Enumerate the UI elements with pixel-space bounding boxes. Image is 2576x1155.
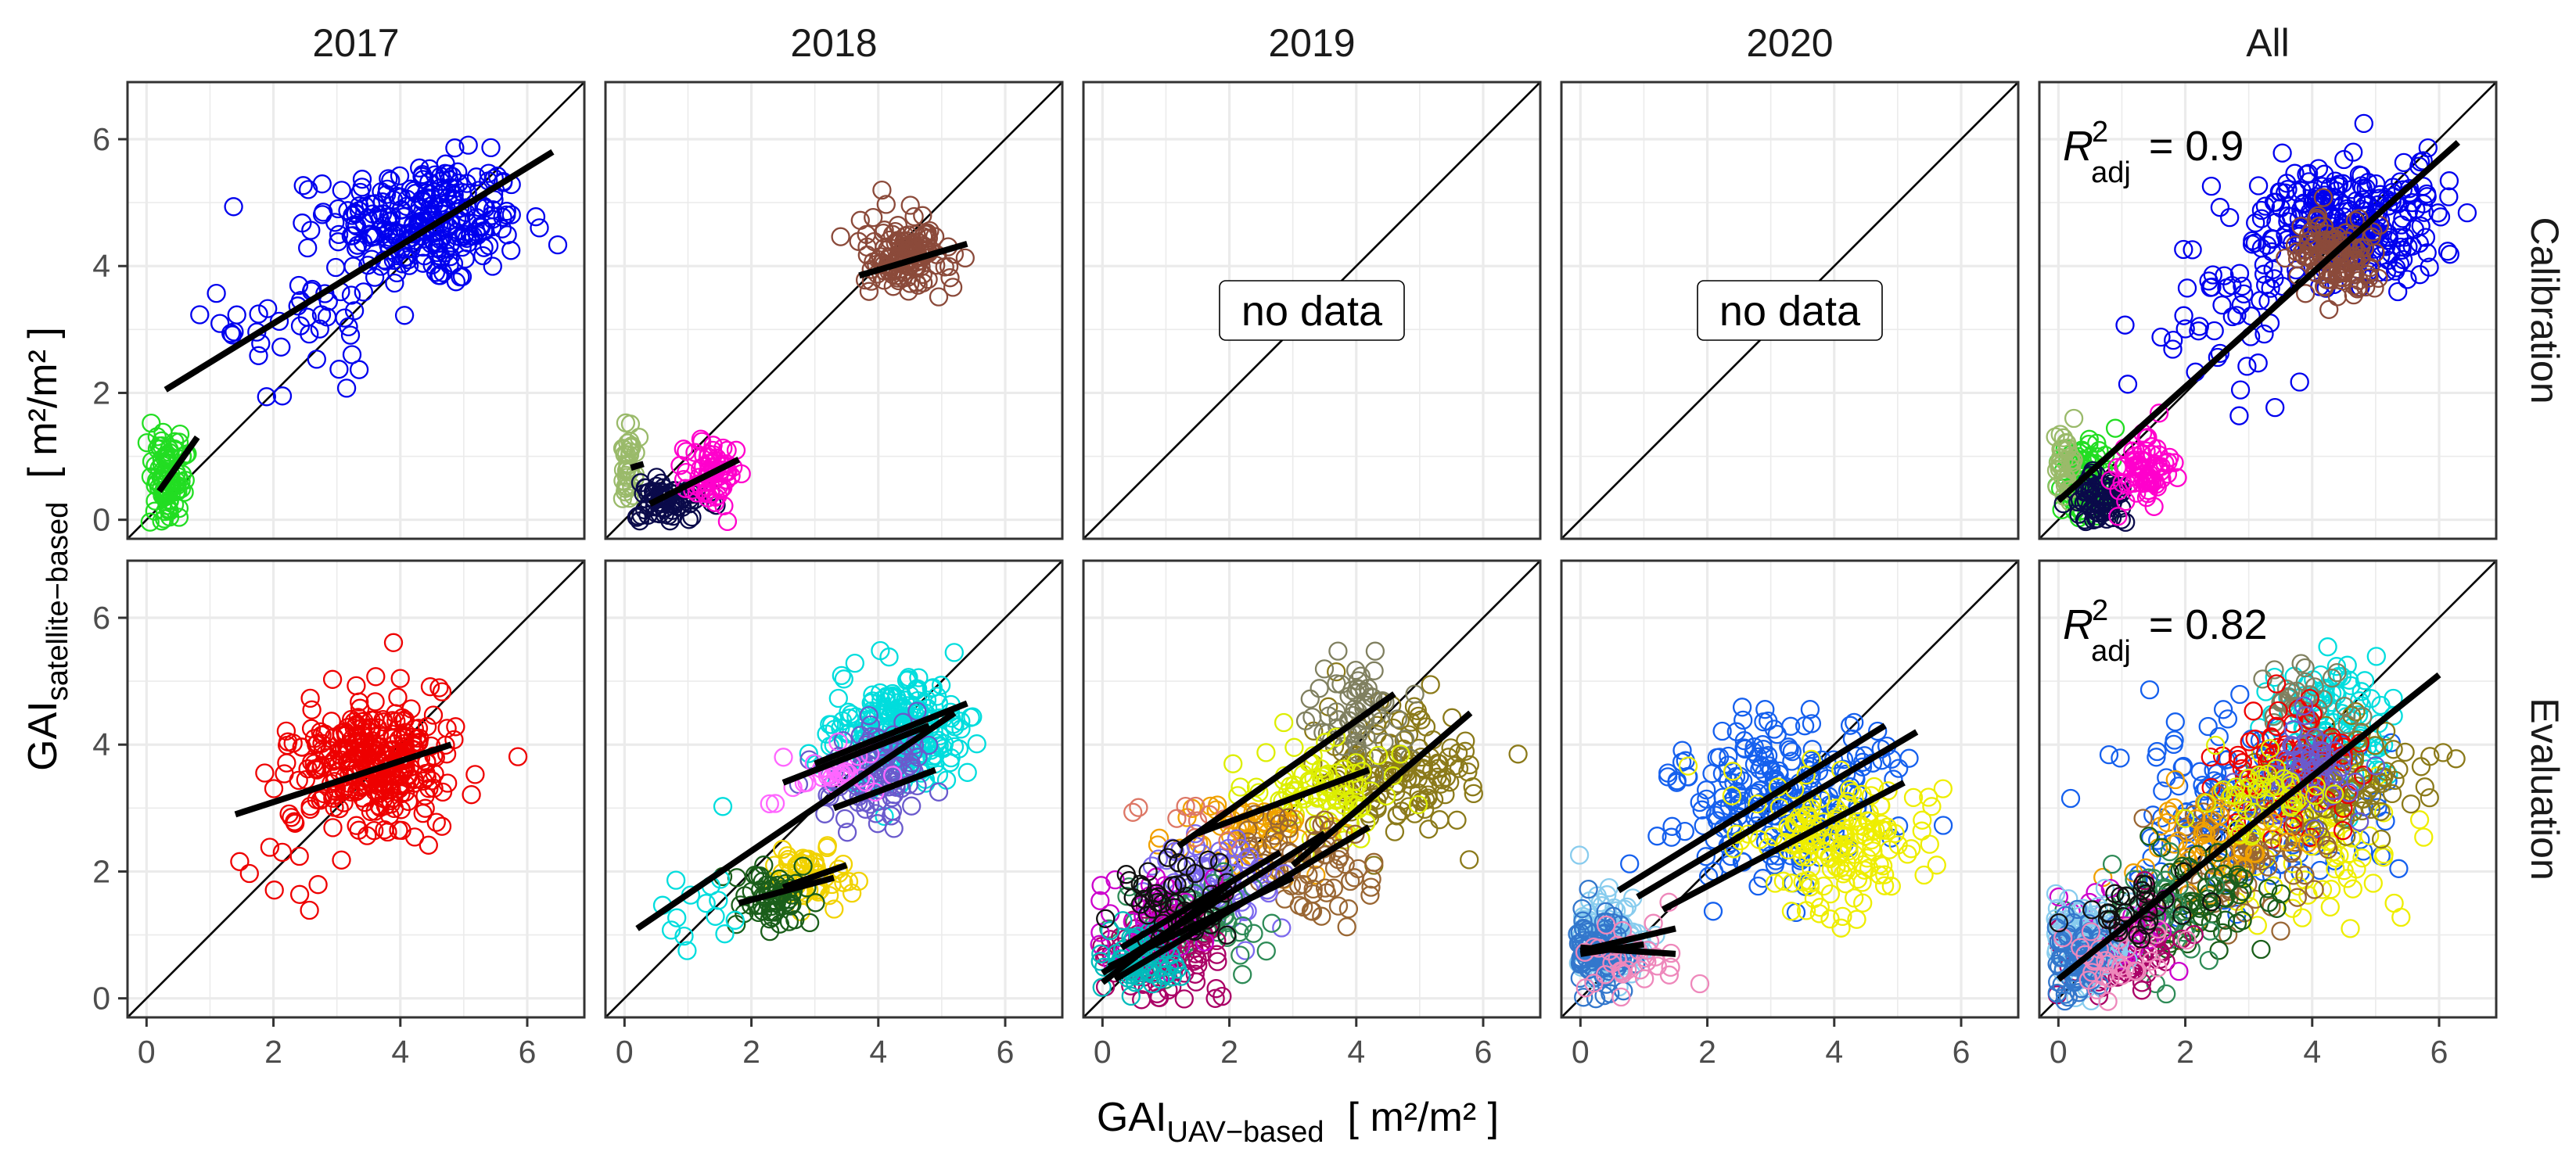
- panel-calibration-2018: [605, 82, 1062, 539]
- x-tick-label: 6: [1953, 1034, 1971, 1070]
- panel-evaluation-2020: 0 2 4 6: [1561, 561, 2018, 1070]
- y-tick-label: 4: [92, 248, 110, 284]
- x-tick-label: 0: [1094, 1034, 1112, 1070]
- panel-calibration-2020: no data: [1561, 82, 2018, 539]
- y-tick-label: 6: [92, 600, 110, 636]
- regression-line: [631, 464, 643, 468]
- x-tick-label: 6: [519, 1034, 537, 1070]
- x-tick-label: 0: [616, 1034, 634, 1070]
- x-tick-label: 2: [264, 1034, 282, 1070]
- y-tick-label: 6: [92, 121, 110, 157]
- x-tick-label: 2: [742, 1034, 760, 1070]
- no-data-label: no data: [1241, 288, 1383, 335]
- panel-calibration-2019: no data: [1083, 82, 1540, 539]
- y-tick-label: 2: [92, 853, 110, 889]
- x-tick-label: 6: [1475, 1034, 1493, 1070]
- no-data-label: no data: [1719, 288, 1861, 335]
- x-tick-label: 4: [1825, 1034, 1843, 1070]
- panel-evaluation-2019: 0 2 4 6: [1083, 561, 1540, 1070]
- panel-calibration-2017: 0 2 4 6: [92, 82, 584, 539]
- panel-evaluation-2017: 0 2 4 6 0 2 4 6: [92, 561, 584, 1070]
- y-tick-label: 4: [92, 726, 110, 762]
- x-tick-label: 4: [869, 1034, 887, 1070]
- x-tick-label: 0: [1572, 1034, 1590, 1070]
- x-tick-label: 2: [1220, 1034, 1238, 1070]
- x-tick-label: 4: [1347, 1034, 1365, 1070]
- x-tick-label: 4: [391, 1034, 409, 1070]
- x-tick-label: 0: [138, 1034, 156, 1070]
- y-tick-label: 2: [92, 375, 110, 411]
- x-tick-label: 6: [997, 1034, 1015, 1070]
- x-tick-label: 2: [1698, 1034, 1716, 1070]
- y-tick-label: 0: [92, 981, 110, 1017]
- panel-evaluation-2018: 0 2 4 6: [605, 561, 1062, 1070]
- y-tick-label: 0: [92, 502, 110, 538]
